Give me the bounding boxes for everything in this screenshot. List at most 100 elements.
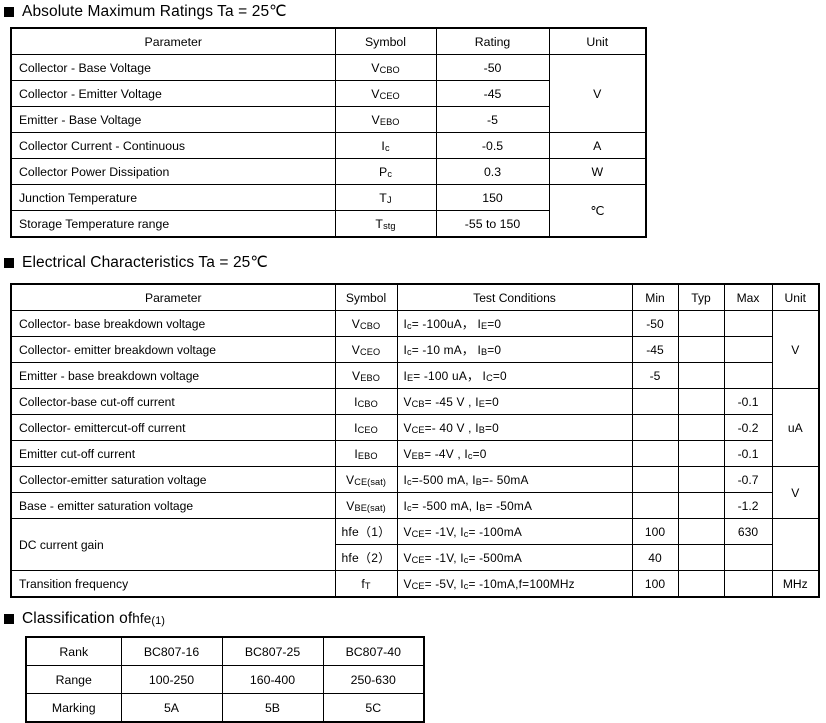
- column-header-typ: Typ: [677, 283, 725, 311]
- cell-max: [723, 310, 773, 337]
- table-row: Collector- emitter breakdown voltage VCEO…: [10, 336, 819, 363]
- bullet-square-icon: [4, 7, 14, 17]
- table-row: Collector - Base Voltage VCBO -50 V: [10, 54, 647, 133]
- cell-rating: -50: [435, 54, 550, 81]
- electrical-characteristics-table: Parameter Symbol Test Conditions Min Typ…: [10, 283, 820, 598]
- cell-min: [631, 492, 679, 519]
- cell-row-label: Rank: [25, 636, 122, 666]
- cell-min: [631, 440, 679, 467]
- cell-parameter: Collector Power Dissipation: [10, 158, 336, 185]
- column-header-unit: Unit: [548, 27, 647, 55]
- cell-symbol: VCBO: [334, 310, 398, 337]
- cell-value: BC807-25: [221, 636, 324, 666]
- cell-rating: -0.5: [435, 132, 550, 159]
- cell-min: 40: [631, 544, 679, 571]
- cell-test-conditions: Ic= -100uA， IE=0: [396, 310, 633, 337]
- cell-test-conditions: Ic= -500 mA, IB= -50mA: [396, 492, 633, 519]
- cell-typ: [677, 414, 725, 441]
- cell-max: [723, 336, 773, 363]
- cell-unit: V: [771, 466, 820, 519]
- cell-parameter: Emitter cut-off current: [10, 440, 336, 467]
- cell-symbol: VEBO: [334, 106, 437, 133]
- cell-unit: A: [548, 132, 647, 159]
- cell-rating: 150: [435, 184, 550, 211]
- cell-typ: [677, 310, 725, 337]
- absolute-maximum-ratings-title: Absolute Maximum Ratings Ta = 25℃: [22, 3, 287, 20]
- cell-parameter: Collector - Emitter Voltage: [10, 80, 336, 107]
- classification-title-symbol: hfe: [132, 611, 152, 626]
- table-row: Collector Power Dissipation Pc 0.3 W: [10, 158, 647, 185]
- cell-rating: 0.3: [435, 158, 550, 185]
- cell-parameter: Emitter - base breakdown voltage: [10, 362, 336, 389]
- cell-test-conditions: VEB= -4V , Ic=0: [396, 440, 633, 467]
- cell-test-conditions: VCE= -1V, Ic= -100mA: [396, 518, 633, 545]
- cell-rating: -55 to 150: [435, 210, 550, 238]
- column-header-symbol: Symbol: [334, 27, 437, 55]
- cell-min: -50: [631, 310, 679, 337]
- cell-value: 160-400: [221, 665, 324, 694]
- cell-test-conditions: VCB= -45 V , IE=0: [396, 388, 633, 415]
- cell-parameter: Collector- emittercut-off current: [10, 414, 336, 441]
- cell-parameter: Transition frequency: [10, 570, 336, 598]
- cell-symbol: VCEO: [334, 336, 398, 363]
- bullet-square-icon: [4, 614, 14, 624]
- cell-test-conditions: VCE= -1V, Ic= -500mA: [396, 544, 633, 571]
- table-row: Range 100-250 160-400 250-630: [25, 665, 425, 694]
- cell-symbol: ICEO: [334, 414, 398, 441]
- cell-symbol: VCE(sat): [334, 466, 398, 493]
- cell-min: 100: [631, 570, 679, 598]
- cell-max: [723, 362, 773, 389]
- cell-test-conditions: Ic= -10 mA， IB=0: [396, 336, 633, 363]
- cell-test-conditions: IE= -100 uA， IC=0: [396, 362, 633, 389]
- cell-symbol: IEBO: [334, 440, 398, 467]
- cell-unit: W: [548, 158, 647, 185]
- column-header-symbol: Symbol: [334, 283, 398, 311]
- electrical-characteristics-body: Collector- base breakdown voltage VCBO Ic=…: [10, 310, 820, 598]
- cell-min: -45: [631, 336, 679, 363]
- cell-max: -1.2: [723, 492, 773, 519]
- electrical-characteristics-title: Electrical Characteristics Ta = 25℃: [22, 254, 268, 271]
- cell-value: 250-630: [322, 665, 425, 694]
- table-row: Collector-emitter saturation voltage VCE(…: [10, 466, 820, 519]
- table-row: Transition frequency fT VCE= -5V, Ic= -10m…: [10, 570, 820, 598]
- cell-max: -0.1: [723, 388, 773, 415]
- table-header-row: Parameter Symbol Test Conditions Min Typ…: [10, 283, 820, 311]
- table-header-row: Parameter Symbol Rating Unit: [10, 27, 647, 55]
- cell-rating: -5: [435, 106, 550, 133]
- cell-max: -0.1: [723, 440, 773, 467]
- cell-value: BC807-16: [120, 636, 223, 666]
- column-header-parameter: Parameter: [10, 283, 336, 311]
- column-header-min: Min: [631, 283, 679, 311]
- classification-table: Rank BC807-16 BC807-25 BC807-40 Range 100-250…: [25, 636, 425, 723]
- cell-parameter: DC current gain: [10, 518, 336, 571]
- cell-unit: MHz: [771, 570, 820, 598]
- cell-typ: [677, 492, 725, 519]
- cell-max: -0.2: [723, 414, 773, 441]
- cell-symbol: VEBO: [334, 362, 398, 389]
- cell-unit: V: [548, 54, 647, 133]
- table-row: Collector- base breakdown voltage VCBO Ic=…: [10, 310, 820, 389]
- cell-min: [631, 414, 679, 441]
- cell-parameter: Base - emitter saturation voltage: [10, 492, 336, 519]
- cell-parameter: Collector - Base Voltage: [10, 54, 336, 81]
- table-row: Collector - Emitter Voltage VCEO -45: [10, 80, 646, 107]
- table-row: Collector- emittercut-off current ICEO VCE…: [10, 414, 819, 441]
- cell-min: [631, 388, 679, 415]
- cell-parameter: Collector-base cut-off current: [10, 388, 336, 415]
- cell-typ: [677, 336, 725, 363]
- table-row: Emitter - base breakdown voltage VEBO IE= …: [10, 362, 819, 389]
- cell-min: [631, 466, 679, 493]
- cell-symbol: VBE(sat): [334, 492, 398, 519]
- cell-max: [723, 544, 773, 571]
- classification-heading: Classification of hfe (1): [4, 610, 165, 628]
- cell-symbol: VCEO: [334, 80, 437, 107]
- table-row: Junction Temperature TJ 150 ℃: [10, 184, 647, 238]
- cell-max: [723, 570, 773, 598]
- cell-unit: V: [771, 310, 820, 389]
- cell-typ: [677, 362, 725, 389]
- cell-parameter: Collector- base breakdown voltage: [10, 310, 336, 337]
- cell-symbol: fT: [334, 570, 398, 598]
- absolute-maximum-ratings-body: Collector - Base Voltage VCBO -50 V Collecto…: [10, 54, 647, 238]
- cell-symbol: Ic: [334, 132, 437, 159]
- cell-parameter: Collector Current - Continuous: [10, 132, 336, 159]
